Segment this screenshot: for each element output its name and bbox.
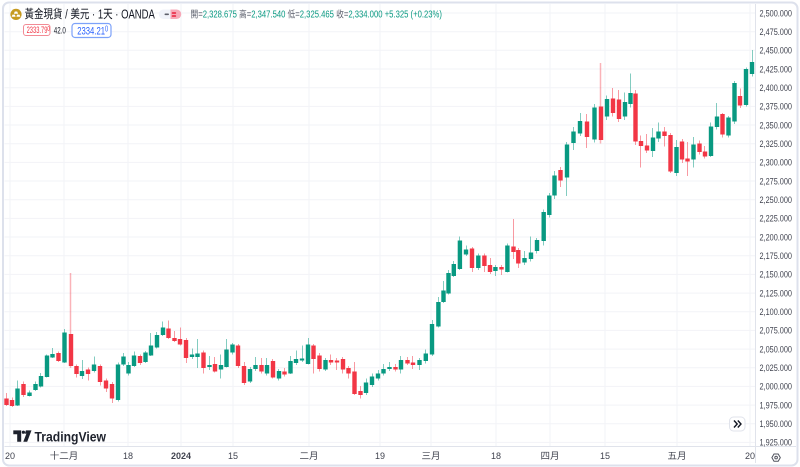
svg-text:2,050.000: 2,050.000 bbox=[760, 344, 793, 354]
svg-text:=: = bbox=[198, 9, 202, 20]
svg-text:20: 20 bbox=[745, 451, 755, 461]
svg-text:42.0: 42.0 bbox=[54, 25, 66, 35]
svg-text:20: 20 bbox=[5, 451, 15, 461]
svg-text:· 1: · 1 bbox=[89, 8, 103, 22]
svg-text:1,975.000: 1,975.000 bbox=[760, 400, 793, 410]
svg-text:2,000.000: 2,000.000 bbox=[760, 382, 793, 392]
svg-text:1,950.000: 1,950.000 bbox=[760, 419, 793, 429]
svg-text:2,400.000: 2,400.000 bbox=[760, 83, 793, 93]
svg-text:+5.325 (+0.23%): +5.325 (+0.23%) bbox=[385, 9, 442, 20]
svg-text:/: / bbox=[63, 8, 71, 22]
svg-text:2,325.465: 2,325.465 bbox=[300, 9, 336, 20]
svg-text:2,375.000: 2,375.000 bbox=[760, 102, 793, 112]
svg-text:2,325.000: 2,325.000 bbox=[760, 139, 793, 149]
svg-text:2,347.540: 2,347.540 bbox=[251, 9, 287, 20]
svg-text:2,200.000: 2,200.000 bbox=[760, 232, 793, 242]
svg-text:2,334.000: 2,334.000 bbox=[348, 9, 384, 20]
svg-text:2,500.000: 2,500.000 bbox=[760, 8, 793, 18]
svg-text:2,025.000: 2,025.000 bbox=[760, 363, 793, 373]
svg-text:· OANDA: · OANDA bbox=[113, 8, 156, 22]
svg-text:18: 18 bbox=[123, 451, 133, 461]
svg-text:2,125.000: 2,125.000 bbox=[760, 288, 793, 298]
svg-text:2,350.000: 2,350.000 bbox=[760, 120, 793, 130]
svg-text:15: 15 bbox=[228, 451, 238, 461]
svg-text:2,225.000: 2,225.000 bbox=[760, 214, 793, 224]
svg-text:2,150.000: 2,150.000 bbox=[760, 270, 793, 280]
svg-text:2,450.000: 2,450.000 bbox=[760, 46, 793, 56]
svg-text:=: = bbox=[344, 9, 348, 20]
svg-text:2,250.000: 2,250.000 bbox=[760, 195, 793, 205]
svg-text:2024: 2024 bbox=[171, 451, 191, 461]
svg-text:2,075.000: 2,075.000 bbox=[760, 326, 793, 336]
svg-text:2,100.000: 2,100.000 bbox=[760, 307, 793, 317]
svg-text:18: 18 bbox=[491, 451, 501, 461]
svg-text:2,425.000: 2,425.000 bbox=[760, 64, 793, 74]
svg-text:2,328.675: 2,328.675 bbox=[203, 9, 239, 20]
svg-text:TradingView: TradingView bbox=[35, 428, 107, 444]
svg-text:2,475.000: 2,475.000 bbox=[760, 27, 793, 37]
svg-text:1,925.000: 1,925.000 bbox=[760, 438, 793, 448]
svg-text:2333.790: 2333.790 bbox=[27, 25, 50, 36]
svg-text:19: 19 bbox=[375, 451, 385, 461]
svg-text:2334.210: 2334.210 bbox=[77, 25, 108, 38]
svg-text:2,300.000: 2,300.000 bbox=[760, 158, 793, 168]
svg-text:=: = bbox=[295, 9, 299, 20]
svg-text:2,175.000: 2,175.000 bbox=[760, 251, 793, 261]
svg-text:2,275.000: 2,275.000 bbox=[760, 176, 793, 186]
svg-text:15: 15 bbox=[600, 451, 610, 461]
svg-text:=: = bbox=[247, 9, 251, 20]
